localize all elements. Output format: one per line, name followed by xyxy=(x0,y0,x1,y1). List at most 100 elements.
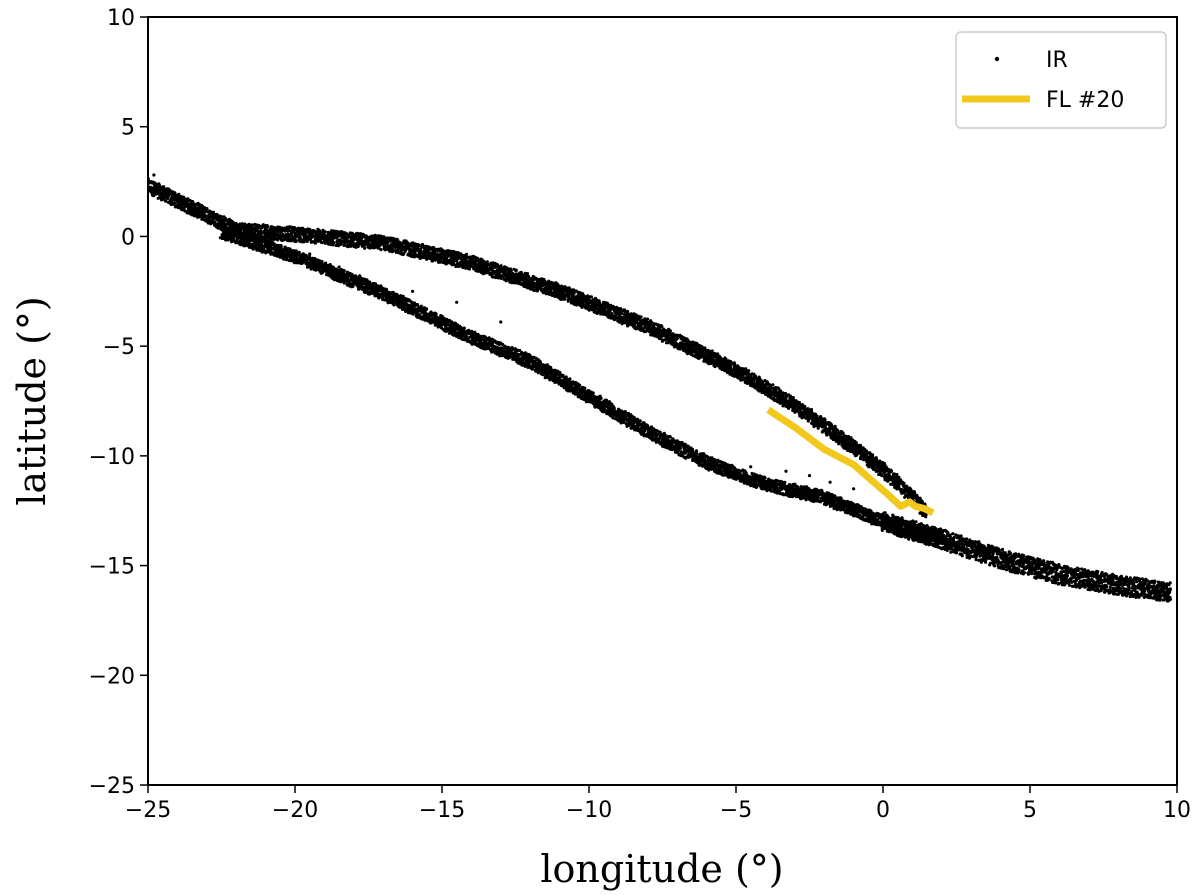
ir-point xyxy=(152,194,156,198)
ir-point xyxy=(616,307,620,311)
ir-point xyxy=(865,452,869,456)
ir-point xyxy=(435,253,439,257)
ir-point xyxy=(287,235,291,239)
ir-point xyxy=(312,229,316,233)
ir-point xyxy=(315,230,319,234)
ir-point xyxy=(724,357,728,361)
ir-point xyxy=(337,234,341,238)
ir-point xyxy=(854,441,858,445)
ir-point xyxy=(773,391,777,395)
ir-point xyxy=(323,230,327,234)
ir-point xyxy=(303,232,307,236)
ir-point xyxy=(362,243,366,247)
ir-point xyxy=(638,315,642,319)
ir-point xyxy=(279,245,283,249)
ir-point xyxy=(202,210,206,214)
ir-point xyxy=(263,224,267,228)
ir-point xyxy=(747,369,751,373)
ir-point xyxy=(490,275,494,279)
ir-point xyxy=(509,267,513,271)
ir-point xyxy=(379,248,383,252)
ir-point xyxy=(515,273,519,277)
ir-point xyxy=(563,297,567,301)
ir-point xyxy=(416,247,420,251)
ir-point xyxy=(286,232,290,236)
ir-point xyxy=(238,222,242,226)
ir-point xyxy=(809,409,814,413)
ir-point xyxy=(287,225,291,229)
ir-point xyxy=(295,261,299,265)
ir-point xyxy=(197,212,201,217)
ir-point xyxy=(198,210,202,214)
ir-point xyxy=(205,209,209,213)
ir-point xyxy=(889,469,893,474)
ir-point xyxy=(382,235,386,239)
ir-point xyxy=(391,248,395,252)
ir-point xyxy=(360,241,364,245)
ir-point xyxy=(427,250,431,254)
ir-point xyxy=(623,309,627,313)
ir-point xyxy=(201,208,205,212)
ir-point xyxy=(193,205,197,209)
ir-point xyxy=(185,199,189,203)
ir-point xyxy=(190,211,194,216)
ir-point xyxy=(172,202,176,206)
ir-point xyxy=(783,391,788,396)
ir-point xyxy=(270,237,274,241)
ir-point xyxy=(213,220,217,224)
ir-point xyxy=(273,231,277,235)
ir-point xyxy=(363,246,367,250)
ir-point xyxy=(589,295,594,299)
ir-point xyxy=(305,239,309,243)
ir-point xyxy=(155,191,159,196)
ir-point xyxy=(713,364,717,369)
ir-point xyxy=(880,473,884,478)
ir-point xyxy=(797,400,802,405)
ir-point xyxy=(320,240,324,244)
ir-point xyxy=(168,198,173,202)
ir-point xyxy=(680,344,684,348)
ir-point xyxy=(771,383,775,387)
ir-point xyxy=(294,239,298,243)
ir-point xyxy=(266,239,270,243)
ir-point xyxy=(336,230,340,234)
ir-point xyxy=(924,515,928,519)
ir-point xyxy=(185,211,189,215)
ir-point xyxy=(386,240,390,245)
ir-point xyxy=(173,191,177,195)
ir-point xyxy=(388,244,392,248)
ir-point xyxy=(332,241,336,245)
ir-point xyxy=(851,444,855,449)
plot-area xyxy=(148,17,1177,785)
ir-point xyxy=(836,429,840,433)
ir-point xyxy=(164,199,168,203)
ir-point xyxy=(892,473,896,477)
ir-point xyxy=(339,241,343,245)
ir-point xyxy=(660,324,664,328)
ir-point xyxy=(534,277,538,281)
ir-point xyxy=(581,292,585,296)
ir-point xyxy=(351,240,355,244)
ir-point xyxy=(825,433,829,437)
ir-point xyxy=(734,366,738,370)
ir-point xyxy=(615,316,619,320)
ir-point xyxy=(727,364,732,368)
ir-point xyxy=(298,236,302,240)
ir-point xyxy=(212,216,216,220)
ir-point xyxy=(886,472,890,476)
ir-point xyxy=(849,439,854,443)
ir-point xyxy=(222,225,226,229)
ir-point xyxy=(320,260,324,264)
ir-point xyxy=(833,424,837,428)
ir-point xyxy=(205,207,209,211)
ir-point xyxy=(858,443,863,448)
ir-point xyxy=(358,239,362,243)
ir-point xyxy=(266,225,270,229)
ir-point xyxy=(514,269,518,273)
ir-point xyxy=(369,235,373,240)
ir-point xyxy=(248,227,252,231)
ir-point xyxy=(257,223,261,227)
ir-point xyxy=(291,228,295,232)
ir-point xyxy=(250,223,254,227)
ir-point xyxy=(219,214,223,219)
